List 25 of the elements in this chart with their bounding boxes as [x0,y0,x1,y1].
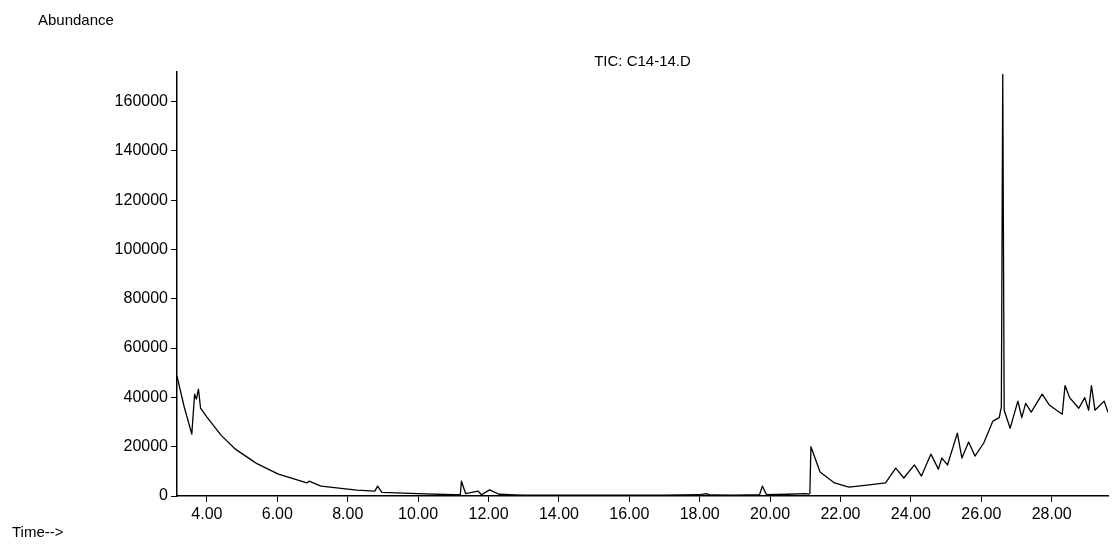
y-tick-label: 140000 [114,141,169,159]
y-tick-label: 120000 [114,190,169,208]
x-tick-label: 10.00 [398,505,439,523]
x-tick-label: 6.00 [261,505,293,523]
x-tick-label: 24.00 [890,505,932,523]
x-tick-label: 28.00 [1031,505,1072,523]
y-tick-label: 160000 [114,91,169,109]
x-tick-label: 20.00 [750,505,791,523]
x-tick-label: 8.00 [332,505,364,523]
y-axis-title: Abundance [38,11,114,28]
chart-title: TIC: C14-14.D [594,52,692,69]
y-tick-label: 80000 [123,289,169,307]
y-tick-label: 0 [159,486,169,504]
x-tick-label: 26.00 [961,505,1002,523]
x-tick-label: 18.00 [679,505,720,523]
x-axis-title: Time--> [12,523,64,540]
y-tick-label: 40000 [123,387,169,405]
y-tick-label: 20000 [123,437,169,455]
x-tick-label: 14.00 [538,505,580,523]
y-tick-label: 60000 [123,338,169,356]
y-tick-label: 100000 [114,239,169,257]
x-tick-label: 12.00 [468,505,509,523]
x-tick-label: 22.00 [820,505,861,523]
x-tick-label: 4.00 [191,505,223,523]
x-tick-label: 16.00 [609,505,650,523]
